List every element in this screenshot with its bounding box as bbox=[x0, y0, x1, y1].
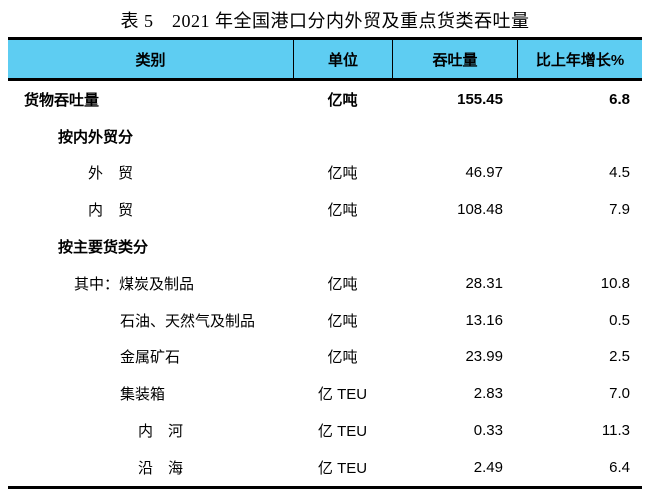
row-label: 沿 海 bbox=[138, 459, 184, 477]
header-growth: 比上年增长% bbox=[517, 40, 642, 78]
port-throughput-table: 类别 单位 吞吐量 比上年增长% 货物吞吐量 亿吨 155.45 6.8 按内外… bbox=[8, 37, 642, 489]
row-unit: 亿吨 bbox=[327, 275, 358, 293]
table-header-row: 类别 单位 吞吐量 比上年增长% bbox=[8, 37, 642, 81]
table-row: 沿 海 亿 TEU 2.49 6.4 bbox=[8, 449, 642, 486]
row-growth: 4.5 bbox=[609, 164, 630, 182]
row-growth: 0.5 bbox=[609, 311, 630, 329]
row-growth: 7.9 bbox=[609, 201, 630, 219]
row-growth: 6.8 bbox=[609, 90, 630, 108]
table-body: 货物吞吐量 亿吨 155.45 6.8 按内外贸分 外 贸 亿吨 46.97 4… bbox=[8, 81, 642, 489]
row-value: 23.99 bbox=[465, 348, 503, 366]
row-growth: 2.5 bbox=[609, 348, 630, 366]
table-title: 表 5 2021 年全国港口分内外贸及重点货类吞吐量 bbox=[120, 11, 530, 31]
header-throughput: 吞吐量 bbox=[392, 40, 517, 78]
table-row: 内 贸 亿吨 108.48 7.9 bbox=[8, 191, 642, 228]
row-value: 46.97 bbox=[465, 164, 503, 182]
row-unit: 亿吨 bbox=[327, 312, 358, 330]
row-unit: 亿吨 bbox=[327, 165, 358, 183]
table-row: 内 河 亿 TEU 0.33 11.3 bbox=[8, 412, 642, 449]
row-value: 28.31 bbox=[465, 274, 503, 292]
row-growth: 11.3 bbox=[601, 422, 630, 440]
row-unit: 亿 TEU bbox=[317, 386, 368, 404]
row-value: 108.48 bbox=[457, 201, 503, 219]
row-value: 155.45 bbox=[457, 90, 503, 108]
row-value: 13.16 bbox=[465, 311, 503, 329]
row-unit: 亿 TEU bbox=[317, 423, 368, 441]
table-row: 外 贸 亿吨 46.97 4.5 bbox=[8, 155, 642, 192]
table-row: 金属矿石 亿吨 23.99 2.5 bbox=[8, 339, 642, 376]
row-unit: 亿吨 bbox=[327, 91, 358, 109]
row-label: 按主要货类分 bbox=[58, 239, 149, 257]
header-category: 类别 bbox=[135, 51, 166, 69]
row-label: 石油、天然气及制品 bbox=[120, 312, 256, 330]
header-unit: 单位 bbox=[293, 40, 392, 78]
row-growth: 7.0 bbox=[609, 385, 630, 403]
row-value: 2.83 bbox=[473, 385, 503, 403]
row-value: 0.33 bbox=[473, 422, 503, 440]
table-row: 货物吞吐量 亿吨 155.45 6.8 bbox=[8, 81, 642, 118]
row-label: 内 贸 bbox=[88, 202, 134, 220]
row-label: 金属矿石 bbox=[120, 349, 181, 367]
row-label: 按内外贸分 bbox=[58, 128, 134, 146]
row-growth: 6.4 bbox=[609, 458, 630, 476]
table-row: 按主要货类分 bbox=[8, 228, 642, 265]
table-row: 按内外贸分 bbox=[8, 118, 642, 155]
row-value: 2.49 bbox=[473, 458, 503, 476]
row-unit: 亿吨 bbox=[327, 202, 358, 220]
table-row: 其中：煤炭及制品 亿吨 28.31 10.8 bbox=[8, 265, 642, 302]
row-growth: 10.8 bbox=[600, 274, 630, 292]
row-label: 集装箱 bbox=[120, 386, 166, 404]
row-label: 内 河 bbox=[138, 423, 184, 441]
row-unit: 亿 TEU bbox=[317, 459, 368, 477]
row-label: 其中：煤炭及制品 bbox=[74, 275, 195, 293]
table-row: 石油、天然气及制品 亿吨 13.16 0.5 bbox=[8, 302, 642, 339]
row-unit: 亿吨 bbox=[327, 349, 358, 367]
row-label: 货物吞吐量 bbox=[24, 91, 100, 109]
table-row: 集装箱 亿 TEU 2.83 7.0 bbox=[8, 375, 642, 412]
row-label: 外 贸 bbox=[88, 165, 134, 183]
